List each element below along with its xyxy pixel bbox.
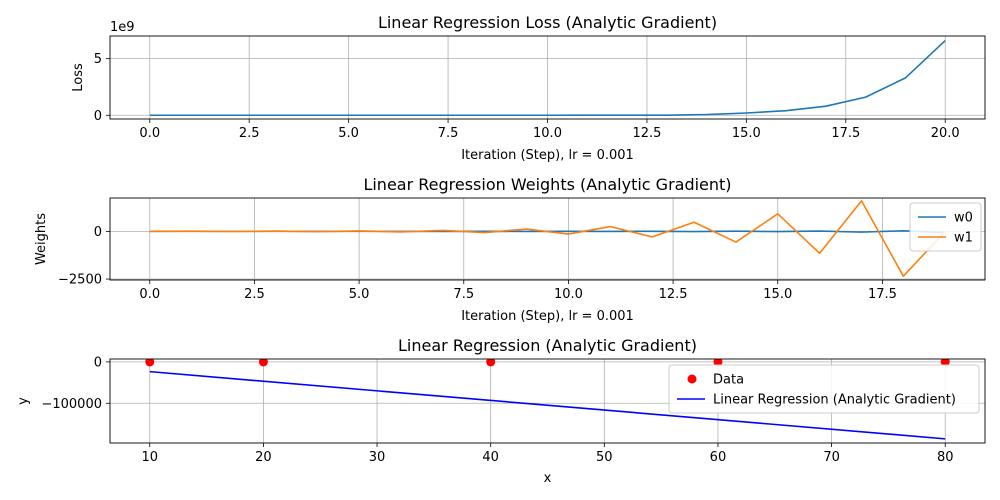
x-axis-label: Iteration (Step), lr = 0.001 <box>461 309 634 324</box>
x-tick-label: 5.0 <box>349 287 370 302</box>
plot-area <box>149 39 946 117</box>
plot-area <box>149 200 946 277</box>
legend-label: Data <box>713 373 744 388</box>
x-tick-label: 15.0 <box>763 287 792 302</box>
x-tick-label: 10 <box>141 450 158 465</box>
y-tick-label: 5 <box>94 52 102 67</box>
x-tick-label: 10.0 <box>554 287 583 302</box>
x-tick-label: 12.5 <box>632 126 661 141</box>
x-axis-label: x <box>544 471 552 486</box>
y-tick-label: 0 <box>94 109 102 124</box>
y-tick-label: −2500 <box>58 273 102 288</box>
chart-title: Linear Regression Weights (Analytic Grad… <box>363 175 731 194</box>
x-tick-label: 80 <box>937 450 954 465</box>
legend-label: w0 <box>954 211 973 226</box>
legend-label: Linear Regression (Analytic Gradient) <box>713 393 956 408</box>
data-point <box>486 359 496 367</box>
chart-title: Linear Regression (Analytic Gradient) <box>398 336 697 355</box>
axes-frame <box>109 197 986 281</box>
chart-3: 10 20 30 40 50 60 70 80 −100000 0 Linear Regressio… <box>16 336 986 486</box>
x-tick-label: 0.0 <box>139 126 160 141</box>
x-tick-label: 0.0 <box>139 287 160 302</box>
data-point <box>258 359 268 367</box>
y-axis-label: Loss <box>71 63 86 92</box>
chart-2: 0.0 2.5 5.0 7.5 10.0 12.5 15.0 17.5 −2500 0 Linear… <box>34 175 986 324</box>
x-tick-label: 5.0 <box>338 126 359 141</box>
legend-marker <box>687 374 697 384</box>
x-tick-label: 7.5 <box>438 126 459 141</box>
series-line-w1 <box>149 200 946 277</box>
x-tick-label: 2.5 <box>239 126 260 141</box>
x-tick-label: 40 <box>482 450 499 465</box>
x-tick-label: 12.5 <box>659 287 688 302</box>
x-tick-label: 10.0 <box>533 126 562 141</box>
x-tick-label: 50 <box>596 450 613 465</box>
series-line-loss <box>149 39 946 117</box>
legend: Data Linear Regression (Analytic Gradient… <box>668 364 980 414</box>
y-axis-label: y <box>16 397 31 405</box>
x-tick-label: 70 <box>823 450 840 465</box>
legend-box <box>668 364 980 414</box>
x-tick-label: 7.5 <box>453 287 474 302</box>
series-line-Linear Regression (Analytic Gradient) <box>149 370 946 440</box>
axes-frame <box>109 358 986 444</box>
x-tick-label: 17.5 <box>831 126 860 141</box>
x-tick-label: 20 <box>255 450 272 465</box>
chart-1: 0.0 2.5 5.0 7.5 10.0 12.5 15.0 17.5 20.0 0 5 1e9 Lin… <box>71 13 986 163</box>
chart-title: Linear Regression Loss (Analytic Gradien… <box>378 13 717 32</box>
x-tick-label: 17.5 <box>868 287 897 302</box>
x-tick-label: 15.0 <box>732 126 761 141</box>
y-axis-label: Weights <box>34 213 49 265</box>
y-tick-label: 0 <box>94 225 102 240</box>
data-point <box>145 359 155 367</box>
x-axis-label: Iteration (Step), lr = 0.001 <box>461 148 634 163</box>
y-tick-label: −100000 <box>41 397 102 412</box>
y-offset-label: 1e9 <box>110 20 135 35</box>
x-tick-label: 20.0 <box>931 126 960 141</box>
x-tick-label: 2.5 <box>244 287 265 302</box>
y-tick-label: 0 <box>94 355 102 370</box>
x-tick-label: 30 <box>369 450 386 465</box>
legend-box <box>909 202 982 252</box>
legend-label: w1 <box>954 231 973 246</box>
x-tick-label: 60 <box>710 450 727 465</box>
